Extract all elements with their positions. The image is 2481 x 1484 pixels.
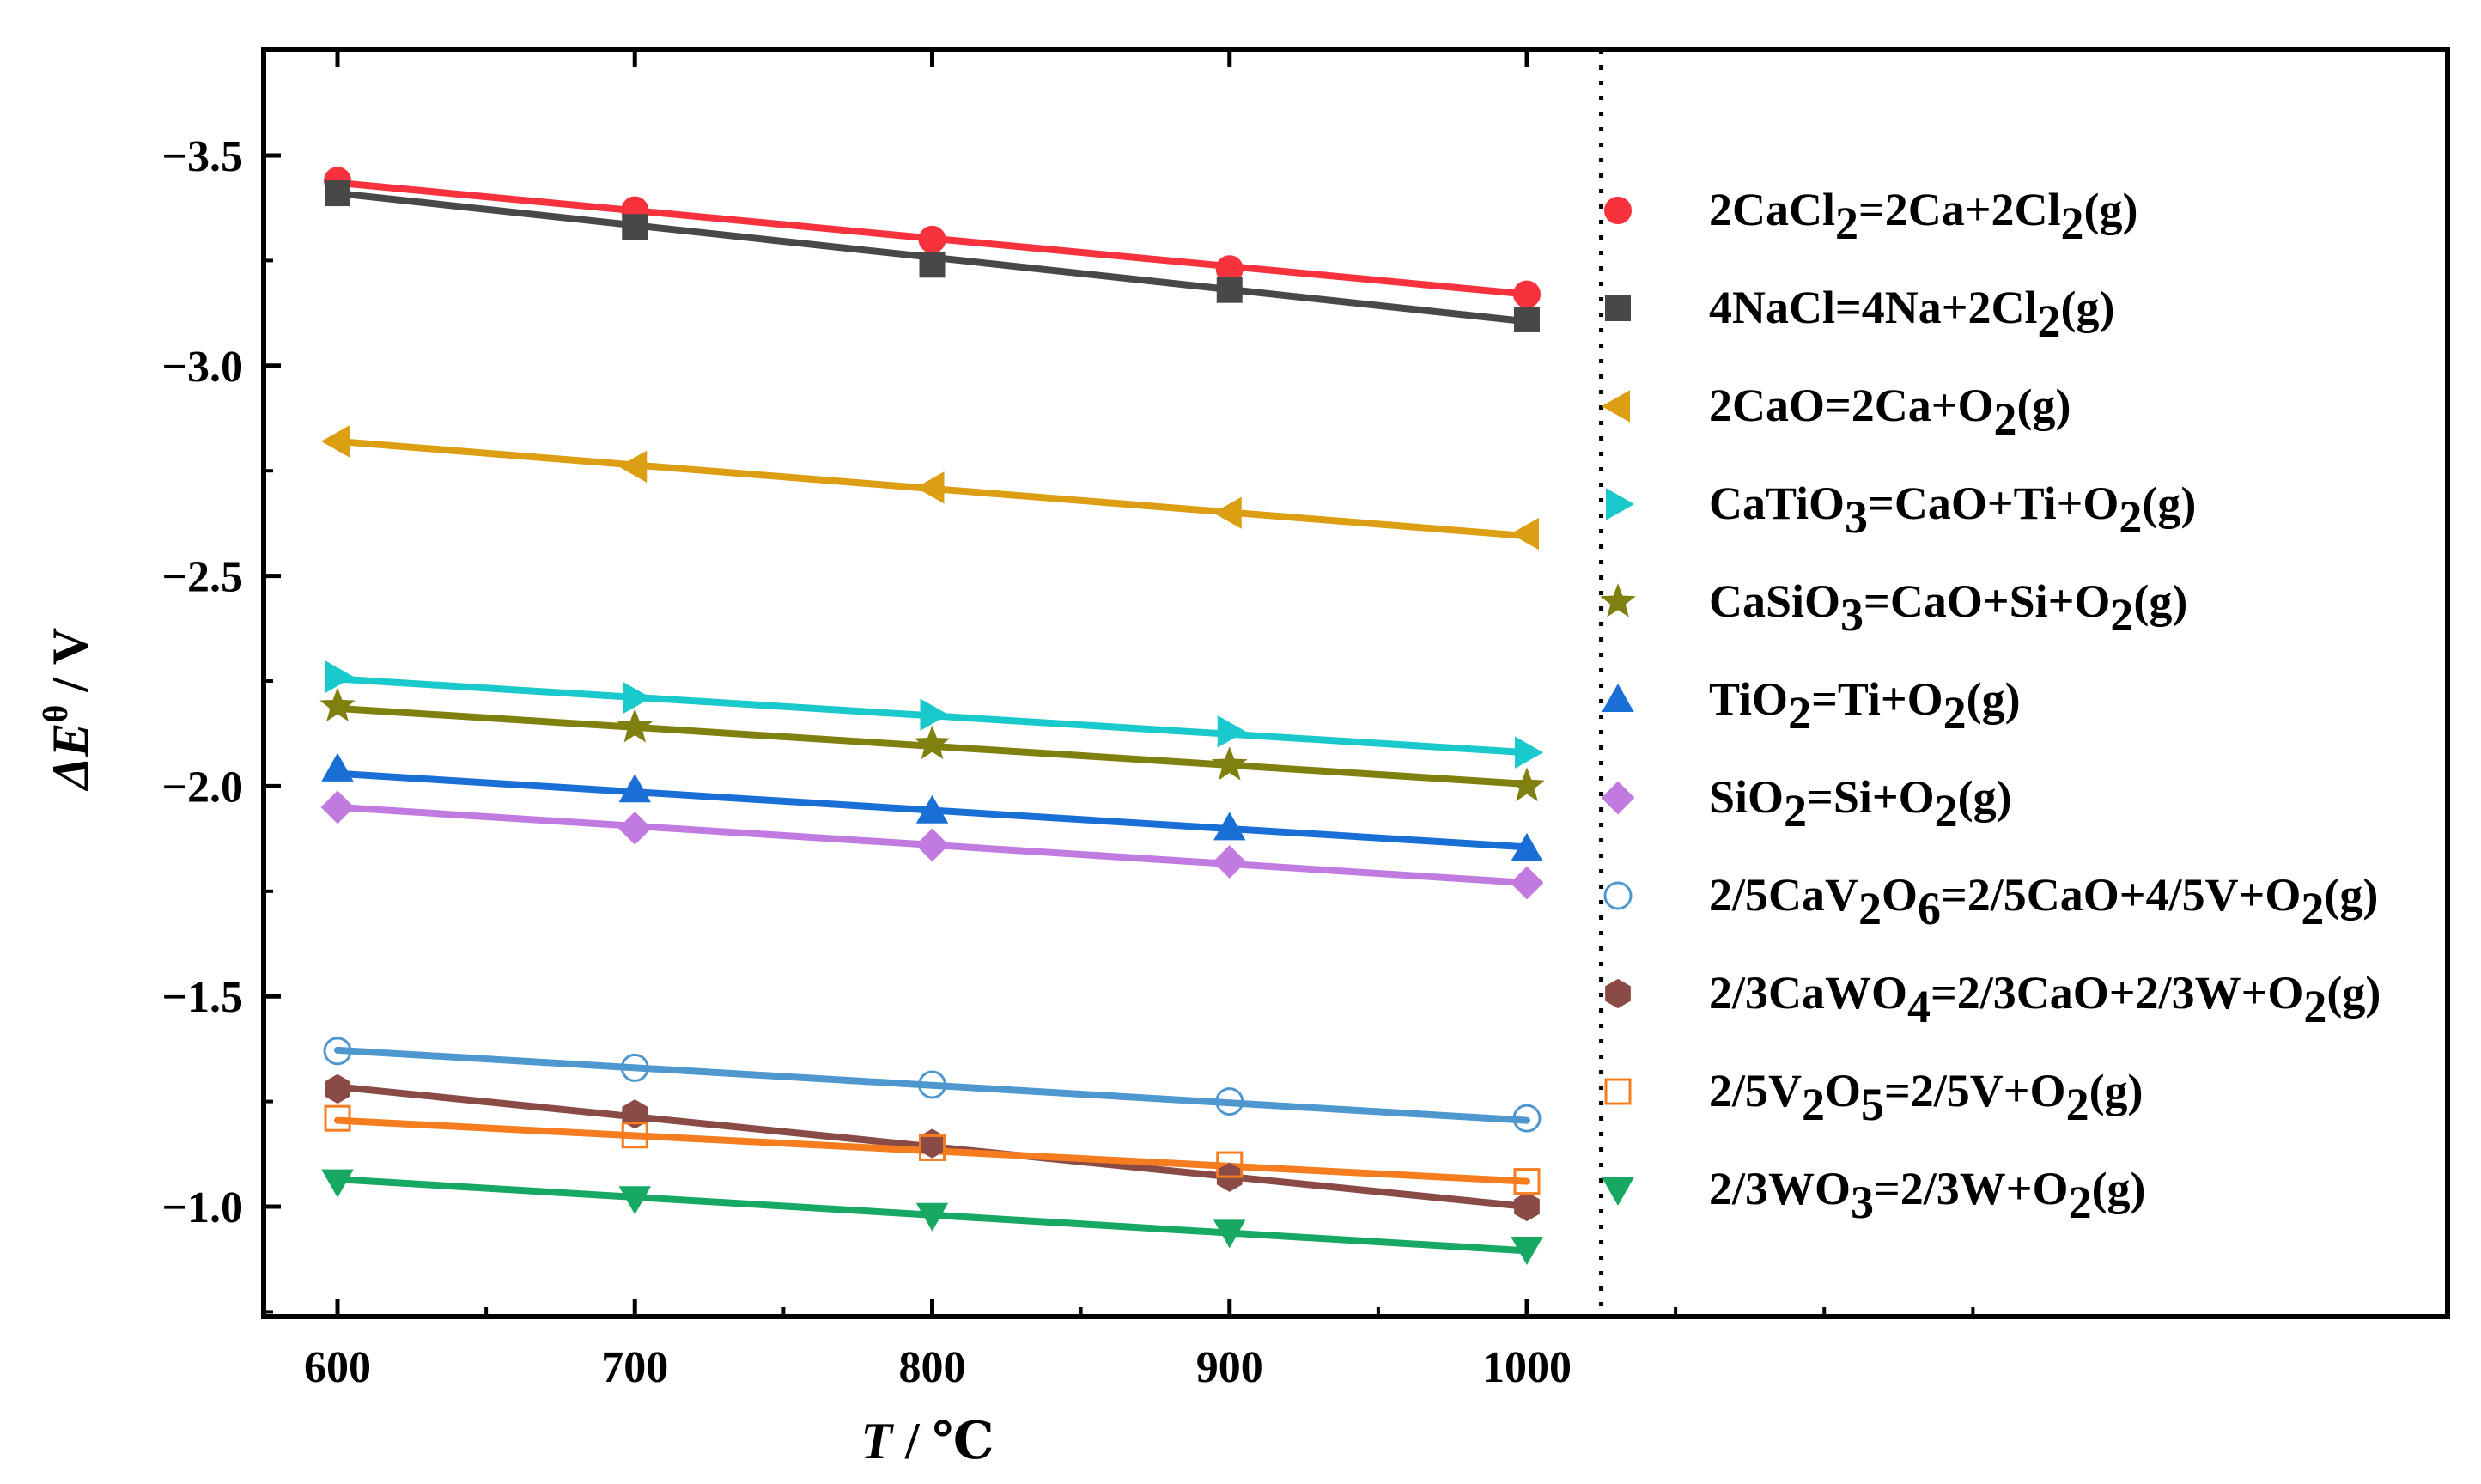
y-tick-label: −1.0 (161, 1183, 243, 1232)
legend-marker-series-3 (1601, 390, 1630, 423)
legend-marker-series-8 (1603, 881, 1633, 910)
data-point-series-9 (325, 1073, 350, 1104)
x-tick-label: 900 (1196, 1343, 1263, 1392)
data-point-series-5 (1509, 767, 1545, 802)
data-point-series-8 (1512, 1104, 1542, 1133)
data-point-series-3 (1510, 517, 1539, 550)
legend-label-series-9: 2/3CaWO4=2/3CaO+2/3W+O2(g) (1709, 967, 2381, 1032)
data-point-series-9 (1514, 1191, 1540, 1222)
y-tick-label: −2.0 (161, 763, 243, 812)
data-point-series-8 (620, 1053, 649, 1082)
x-tick-label: 800 (899, 1343, 966, 1392)
y-axis-title: ΔEθ / V (36, 628, 99, 792)
data-point-series-6 (915, 794, 949, 824)
data-point-series-6 (1511, 832, 1543, 861)
legend-label-series-2: 4NaCl=4Na+2Cl2(g) (1709, 282, 2115, 347)
x-axis-title: T / ℃ (860, 1413, 994, 1469)
data-point-series-7 (1213, 845, 1247, 879)
data-markers (319, 167, 1545, 1265)
data-point-series-6 (1213, 812, 1246, 841)
data-point-series-11 (1511, 1236, 1543, 1265)
data-point-series-4 (1515, 736, 1544, 769)
legend-marker-series-4 (1606, 488, 1635, 520)
legend-label-series-4: CaTiO3=CaO+Ti+O2(g) (1709, 477, 2196, 543)
data-point-series-2 (622, 214, 648, 240)
legend-marker-series-10 (1604, 1078, 1632, 1105)
data-point-series-11 (618, 1186, 651, 1215)
data-point-series-5 (1211, 746, 1248, 781)
data-point-series-11 (321, 1169, 354, 1198)
data-point-series-2 (1514, 306, 1540, 332)
data-point-series-10 (1513, 1168, 1541, 1195)
data-point-series-3 (915, 471, 945, 504)
x-tick-label: 1000 (1482, 1343, 1572, 1392)
legend-marker-series-7 (1601, 781, 1635, 815)
data-point-series-8 (918, 1070, 946, 1099)
data-point-series-9 (919, 1128, 946, 1159)
data-point-series-6 (618, 774, 651, 803)
legend: 2CaCl2=2Ca+2Cl2(g) 4NaCl=4Na+2Cl2(g) 2CaO=… (1600, 184, 2381, 1228)
data-point-series-11 (1213, 1219, 1246, 1249)
data-point-series-7 (617, 811, 652, 845)
data-point-series-3 (618, 450, 648, 484)
legend-marker-series-9 (1605, 978, 1631, 1009)
data-point-series-4 (325, 660, 355, 693)
fit-line-series-8 (334, 1046, 1530, 1124)
legend-label-series-7: SiO2=Si+O2(g) (1709, 771, 2012, 836)
y-tick-label: −3.5 (161, 132, 243, 181)
data-point-series-7 (1510, 866, 1544, 900)
data-point-series-7 (915, 828, 949, 862)
legend-label-series-10: 2/5V2O5=2/5V+O2(g) (1709, 1065, 2144, 1130)
data-point-series-2 (1216, 277, 1243, 303)
x-tick-label: 600 (304, 1343, 371, 1392)
plot-frame (261, 47, 2450, 1319)
legend-marker-series-1 (1604, 197, 1632, 224)
data-point-series-10 (919, 1134, 946, 1161)
legend-marker-series-6 (1602, 683, 1634, 712)
legend-label-series-5: CaSiO3=CaO+Si+O2(g) (1709, 575, 2187, 641)
legend-label-series-8: 2/5CaV2O6=2/5CaO+4/5V+O2(g) (1709, 869, 2378, 934)
data-point-series-8 (1215, 1087, 1244, 1116)
data-point-series-1 (918, 225, 946, 253)
data-point-series-2 (919, 252, 946, 278)
data-point-series-4 (1217, 715, 1246, 748)
data-point-series-4 (623, 681, 652, 715)
data-point-series-2 (325, 180, 350, 207)
axes: 600 700 800 900 1000 −3.5 −3.0 −2.5 −2.0 −1.5 −1.0 (161, 50, 1975, 1392)
data-point-series-5 (914, 725, 951, 760)
data-point-series-1 (1513, 280, 1541, 308)
legend-marker-series-2 (1605, 295, 1631, 321)
legend-label-series-1: 2CaCl2=2Ca+2Cl2(g) (1709, 184, 2138, 249)
data-point-series-5 (617, 709, 654, 743)
data-point-series-10 (621, 1122, 648, 1149)
y-tick-label: −1.5 (161, 973, 243, 1022)
data-point-series-10 (324, 1104, 351, 1132)
legend-label-series-3: 2CaO=2Ca+O2(g) (1709, 380, 2071, 445)
y-tick-label: −2.5 (161, 553, 243, 602)
x-tick-label: 700 (601, 1343, 668, 1392)
data-point-series-11 (915, 1202, 949, 1232)
data-point-series-10 (1216, 1151, 1244, 1178)
data-point-series-6 (321, 752, 354, 782)
data-point-series-4 (920, 698, 949, 731)
data-point-series-3 (320, 425, 350, 458)
legend-marker-series-11 (1602, 1177, 1634, 1207)
data-point-series-3 (1213, 496, 1242, 529)
legend-label-series-11: 2/3WO3=2/3W+O2(g) (1709, 1163, 2146, 1228)
legend-label-series-6: TiO2=Ti+O2(g) (1709, 673, 2021, 739)
y-tick-label: −3.0 (161, 343, 243, 392)
data-point-series-5 (319, 687, 356, 722)
data-point-series-8 (323, 1037, 352, 1066)
legend-marker-series-5 (1600, 583, 1636, 617)
data-point-series-9 (622, 1099, 648, 1129)
data-point-series-7 (320, 790, 355, 824)
